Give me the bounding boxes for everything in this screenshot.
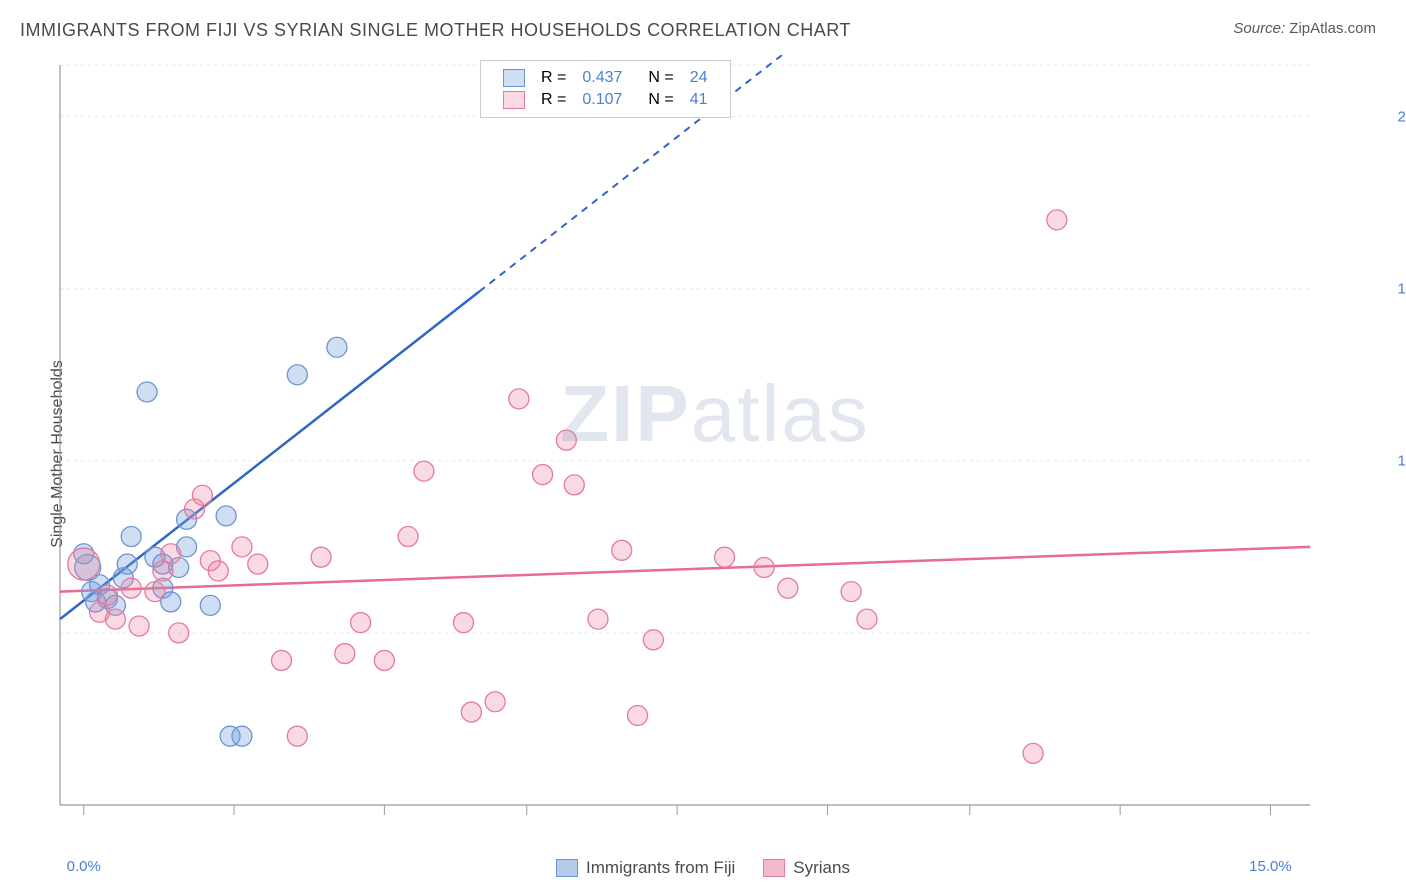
scatter-chart bbox=[50, 55, 1380, 835]
x-tick-label: 15.0% bbox=[1249, 858, 1292, 875]
x-tick-label: 0.0% bbox=[67, 858, 101, 875]
stats-legend: R =0.437N =24R =0.107N =41 bbox=[480, 60, 731, 118]
y-tick-label: 15.0% bbox=[1397, 280, 1406, 297]
plot-area: Single Mother Households R =0.437N =24R … bbox=[50, 55, 1380, 835]
source-label: Source: bbox=[1233, 20, 1285, 37]
chart-title: IMMIGRANTS FROM FIJI VS SYRIAN SINGLE MO… bbox=[20, 20, 851, 41]
source-value: ZipAtlas.com bbox=[1289, 20, 1376, 37]
y-tick-label: 20.0% bbox=[1397, 108, 1406, 125]
source-attribution: Source: ZipAtlas.com bbox=[1233, 20, 1376, 37]
y-tick-label: 10.0% bbox=[1397, 452, 1406, 469]
legend-item: Immigrants from Fiji bbox=[556, 858, 735, 878]
legend-item: Syrians bbox=[763, 858, 850, 878]
series-legend: Immigrants from Fiji Syrians bbox=[542, 858, 864, 882]
